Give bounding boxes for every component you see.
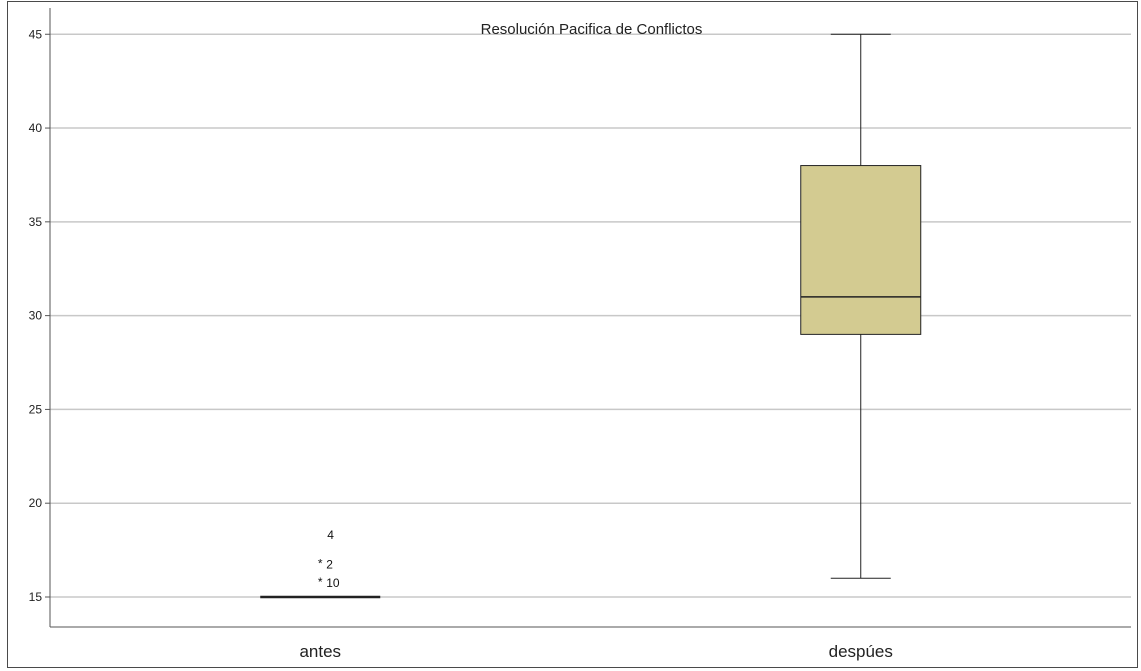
boxes: 4 * 2* 10 bbox=[260, 33, 922, 599]
y-tick-label-20: 20 bbox=[29, 496, 43, 510]
x-tick-labels: antes despúes bbox=[299, 642, 892, 661]
chart-frame bbox=[7, 1, 1138, 668]
x-tick-label-1: despúes bbox=[829, 642, 893, 661]
y-tick-labels: 15 20 25 30 35 40 45 bbox=[29, 27, 50, 604]
y-tick-label-30: 30 bbox=[29, 309, 43, 323]
y-tick-label-40: 40 bbox=[29, 121, 43, 135]
outlier-label-4: 4 bbox=[327, 528, 334, 542]
box-group-despúes bbox=[800, 33, 922, 579]
outlier-marker: * bbox=[318, 575, 323, 589]
y-tick-label-25: 25 bbox=[29, 402, 43, 416]
y-tick-label-35: 35 bbox=[29, 215, 43, 229]
x-tick-label-0: antes bbox=[299, 642, 341, 661]
outlier-marker: * bbox=[318, 556, 323, 570]
chart-title: Resolución Pacifica de Conflictos bbox=[481, 21, 703, 38]
outlier-label-2: 2 bbox=[326, 557, 333, 571]
y-tick-label-15: 15 bbox=[29, 590, 43, 604]
box-group-antes: 4 * 2* 10 bbox=[260, 528, 381, 599]
box-iqr bbox=[800, 165, 922, 335]
y-tick-label-45: 45 bbox=[29, 27, 43, 41]
gridlines bbox=[50, 33, 1131, 598]
outlier-label-10: 10 bbox=[326, 576, 340, 590]
